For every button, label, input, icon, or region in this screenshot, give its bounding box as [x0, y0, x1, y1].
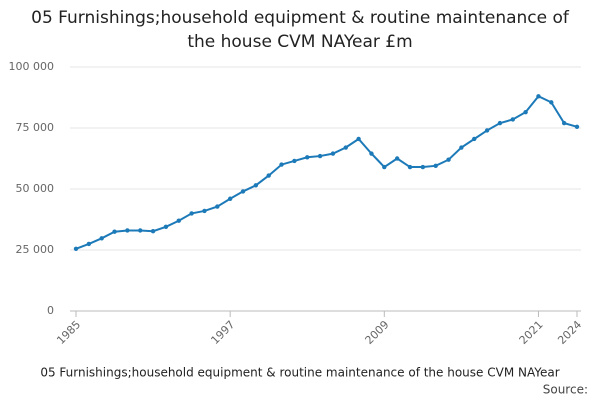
y-tick-label: 100 000: [9, 60, 55, 73]
point: [394, 156, 400, 161]
point: [497, 120, 503, 126]
point: [150, 229, 156, 234]
point: [330, 151, 336, 156]
x-axis-label: 05 Furnishings;household equipment & rou…: [40, 366, 559, 380]
point: [407, 164, 413, 170]
point: [227, 196, 233, 201]
point: [523, 109, 528, 115]
point: [356, 136, 361, 142]
x-tick-label: 2009: [363, 318, 392, 347]
point: [86, 241, 92, 247]
point: [317, 153, 323, 159]
point: [433, 163, 438, 169]
point: [549, 100, 554, 105]
point: [459, 145, 464, 150]
point: [279, 162, 284, 167]
point: [99, 236, 104, 241]
point: [484, 128, 490, 133]
point: [292, 158, 297, 164]
point: [382, 164, 387, 170]
line: [75, 95, 578, 250]
point: [202, 208, 207, 214]
point: [305, 155, 310, 160]
point: [253, 183, 259, 188]
x-tick-label: 2021: [517, 318, 546, 347]
point: [112, 229, 117, 234]
point: [510, 117, 515, 122]
point: [163, 224, 169, 230]
point: [472, 136, 477, 142]
y-tick-label: 50 000: [16, 182, 55, 195]
point: [176, 218, 181, 223]
chart-title: 05 Furnishings;household equipment & rou…: [31, 8, 569, 52]
point: [240, 189, 246, 194]
source: Source:: [543, 383, 588, 397]
point: [73, 246, 79, 251]
point: [420, 164, 426, 170]
y-tick-label: 0: [47, 304, 54, 317]
point: [561, 120, 567, 126]
point: [446, 157, 451, 162]
x-tick-label: 1985: [54, 318, 83, 347]
point: [125, 228, 130, 233]
y-tick-label: 25 000: [16, 243, 55, 256]
point: [536, 94, 541, 99]
x-tick-label: 2024: [555, 318, 584, 347]
point: [138, 228, 143, 233]
point: [215, 204, 220, 209]
point: [574, 124, 580, 129]
point: [369, 151, 374, 156]
point: [343, 145, 348, 150]
x-tick-label: 1997: [208, 318, 237, 347]
y-tick-label: 75 000: [16, 121, 55, 134]
point: [189, 211, 194, 216]
point: [266, 173, 271, 178]
